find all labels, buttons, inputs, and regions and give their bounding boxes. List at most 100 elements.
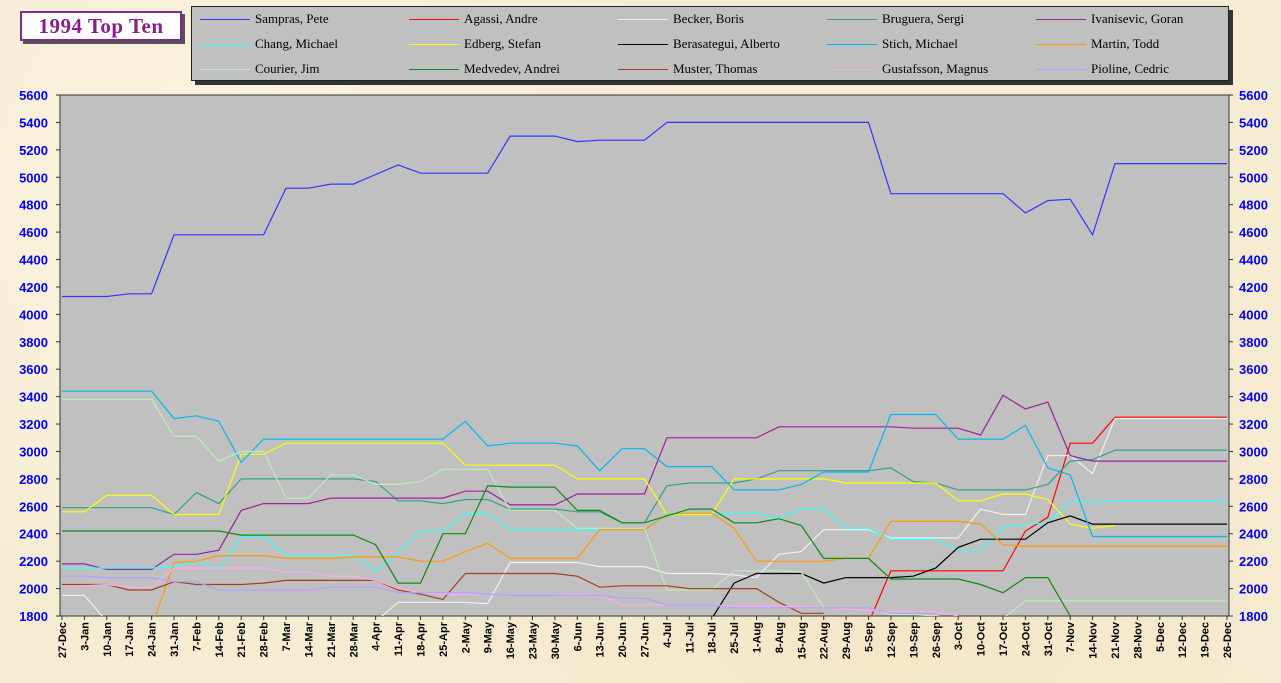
x-tick-label: 21-Mar xyxy=(326,621,338,657)
x-tick-label: 4-Jul xyxy=(662,622,674,648)
y-tick-label-left: 2600 xyxy=(19,499,48,514)
legend-item: Chang, Michael xyxy=(200,36,338,51)
x-tick-label: 7-Mar xyxy=(281,621,293,651)
x-tick-label: 14-Nov xyxy=(1088,621,1100,659)
y-tick-label-right: 3600 xyxy=(1239,362,1268,377)
y-tick-label-left: 5200 xyxy=(19,143,48,158)
legend-swatch xyxy=(200,18,250,20)
x-tick-label: 10-Oct xyxy=(976,622,988,657)
y-tick-label-left: 2800 xyxy=(19,472,48,487)
legend-swatch xyxy=(1036,68,1086,70)
y-tick-label-right: 2600 xyxy=(1239,499,1268,514)
legend-swatch xyxy=(827,43,877,45)
y-tick-label-right: 4200 xyxy=(1239,280,1268,295)
x-tick-label: 17-Oct xyxy=(998,622,1010,657)
legend-item: Edberg, Stefan xyxy=(409,36,541,51)
x-tick-label: 3-Oct xyxy=(953,622,965,650)
x-tick-label: 29-Aug xyxy=(841,622,853,659)
legend-item: Gustafsson, Magnus xyxy=(827,61,989,76)
legend-label: Ivanisevic, Goran xyxy=(1091,11,1184,26)
x-tick-label: 28-Nov xyxy=(1132,621,1144,659)
legend-item: Pioline, Cedric xyxy=(1036,61,1169,76)
y-tick-label-right: 3400 xyxy=(1239,390,1268,405)
x-tick-label: 19-Dec xyxy=(1200,622,1212,658)
y-tick-label-right: 2200 xyxy=(1239,554,1268,569)
y-tick-label-left: 4000 xyxy=(19,307,48,322)
series-line xyxy=(62,398,1227,616)
x-tick-label: 26-Dec xyxy=(1222,622,1234,658)
x-tick-label: 25-Apr xyxy=(438,621,450,657)
y-tick-label-left: 4200 xyxy=(19,280,48,295)
legend-label: Courier, Jim xyxy=(255,61,320,76)
series-line xyxy=(712,515,1227,616)
legend-label: Stich, Michael xyxy=(882,36,958,51)
x-tick-label: 14-Mar xyxy=(303,621,315,657)
x-tick-label: 5-Dec xyxy=(1155,622,1167,652)
y-tick-label-right: 4600 xyxy=(1239,225,1268,240)
y-tick-label-left: 2400 xyxy=(19,527,48,542)
x-tick-label: 14-Feb xyxy=(214,622,226,658)
x-tick-label: 25-Jul xyxy=(729,622,741,654)
x-tick-label: 5-Sep xyxy=(864,622,876,652)
plot-area xyxy=(59,94,1230,617)
legend: Sampras, Pete Agassi, Andre Becker, Boris B… xyxy=(191,6,1229,81)
legend-item: Becker, Boris xyxy=(618,11,744,26)
legend-item: Martin, Todd xyxy=(1036,36,1159,51)
legend-swatch xyxy=(200,68,250,70)
x-tick-label: 17-Jan xyxy=(124,622,136,657)
x-tick-label: 6-Jun xyxy=(572,622,584,652)
x-tick-label: 30-May xyxy=(550,621,562,659)
y-tick-label-left: 4400 xyxy=(19,253,48,268)
x-tick-label: 15-Aug xyxy=(796,622,808,659)
x-tick-label: 8-Aug xyxy=(774,622,786,653)
y-tick-label-right: 5000 xyxy=(1239,170,1268,185)
x-tick-label: 9-May xyxy=(483,621,495,653)
x-tick-label: 19-Sep xyxy=(908,622,920,658)
legend-item: Muster, Thomas xyxy=(618,61,757,76)
y-tick-label-left: 2000 xyxy=(19,582,48,597)
y-tick-label-right: 5400 xyxy=(1239,115,1268,130)
legend-item: Ivanisevic, Goran xyxy=(1036,11,1184,26)
y-tick-label-right: 5600 xyxy=(1239,88,1268,103)
legend-swatch xyxy=(618,18,668,20)
legend-swatch xyxy=(200,43,250,45)
series-line xyxy=(154,512,1227,616)
x-tick-label: 24-Oct xyxy=(1020,622,1032,657)
legend-item: Agassi, Andre xyxy=(409,11,538,26)
x-tick-label: 2-May xyxy=(460,621,472,653)
y-tick-label-left: 3400 xyxy=(19,390,48,405)
series-line xyxy=(62,442,1116,529)
series-group xyxy=(62,121,1227,616)
x-tick-label: 20-Jun xyxy=(617,622,629,658)
x-tick-label: 23-May xyxy=(527,621,539,659)
legend-item: Berasategui, Alberto xyxy=(618,36,780,51)
legend-swatch xyxy=(1036,43,1086,45)
y-tick-label-right: 5200 xyxy=(1239,143,1268,158)
x-tick-label: 26-Sep xyxy=(931,622,943,658)
y-tick-label-left: 4800 xyxy=(19,198,48,213)
x-tick-label: 12-Dec xyxy=(1177,622,1189,658)
y-tick-label-right: 3000 xyxy=(1239,444,1268,459)
x-tick-label: 21-Feb xyxy=(236,622,248,658)
x-tick-label: 18-Jul xyxy=(707,622,719,654)
y-tick-label-left: 4600 xyxy=(19,225,48,240)
x-tick-label: 4-Apr xyxy=(371,621,383,650)
x-tick-label: 31-Oct xyxy=(1043,622,1055,657)
legend-swatch xyxy=(409,43,459,45)
legend-item: Sampras, Pete xyxy=(200,11,329,26)
y-tick-label-left: 2200 xyxy=(19,554,48,569)
x-tick-label: 13-Jun xyxy=(595,622,607,658)
legend-swatch xyxy=(1036,18,1086,20)
legend-label: Becker, Boris xyxy=(673,11,744,26)
chart-title: 1994 Top Ten xyxy=(38,13,164,38)
y-tick-label-right: 4800 xyxy=(1239,198,1268,213)
legend-label: Gustafsson, Magnus xyxy=(882,61,989,76)
y-tick-label-left: 5400 xyxy=(19,115,48,130)
legend-item: Courier, Jim xyxy=(200,61,320,76)
x-tick-label: 27-Dec xyxy=(57,622,69,658)
x-tick-label: 11-Jul xyxy=(684,622,696,653)
series-line xyxy=(62,418,1227,616)
legend-item: Bruguera, Sergi xyxy=(827,11,964,26)
